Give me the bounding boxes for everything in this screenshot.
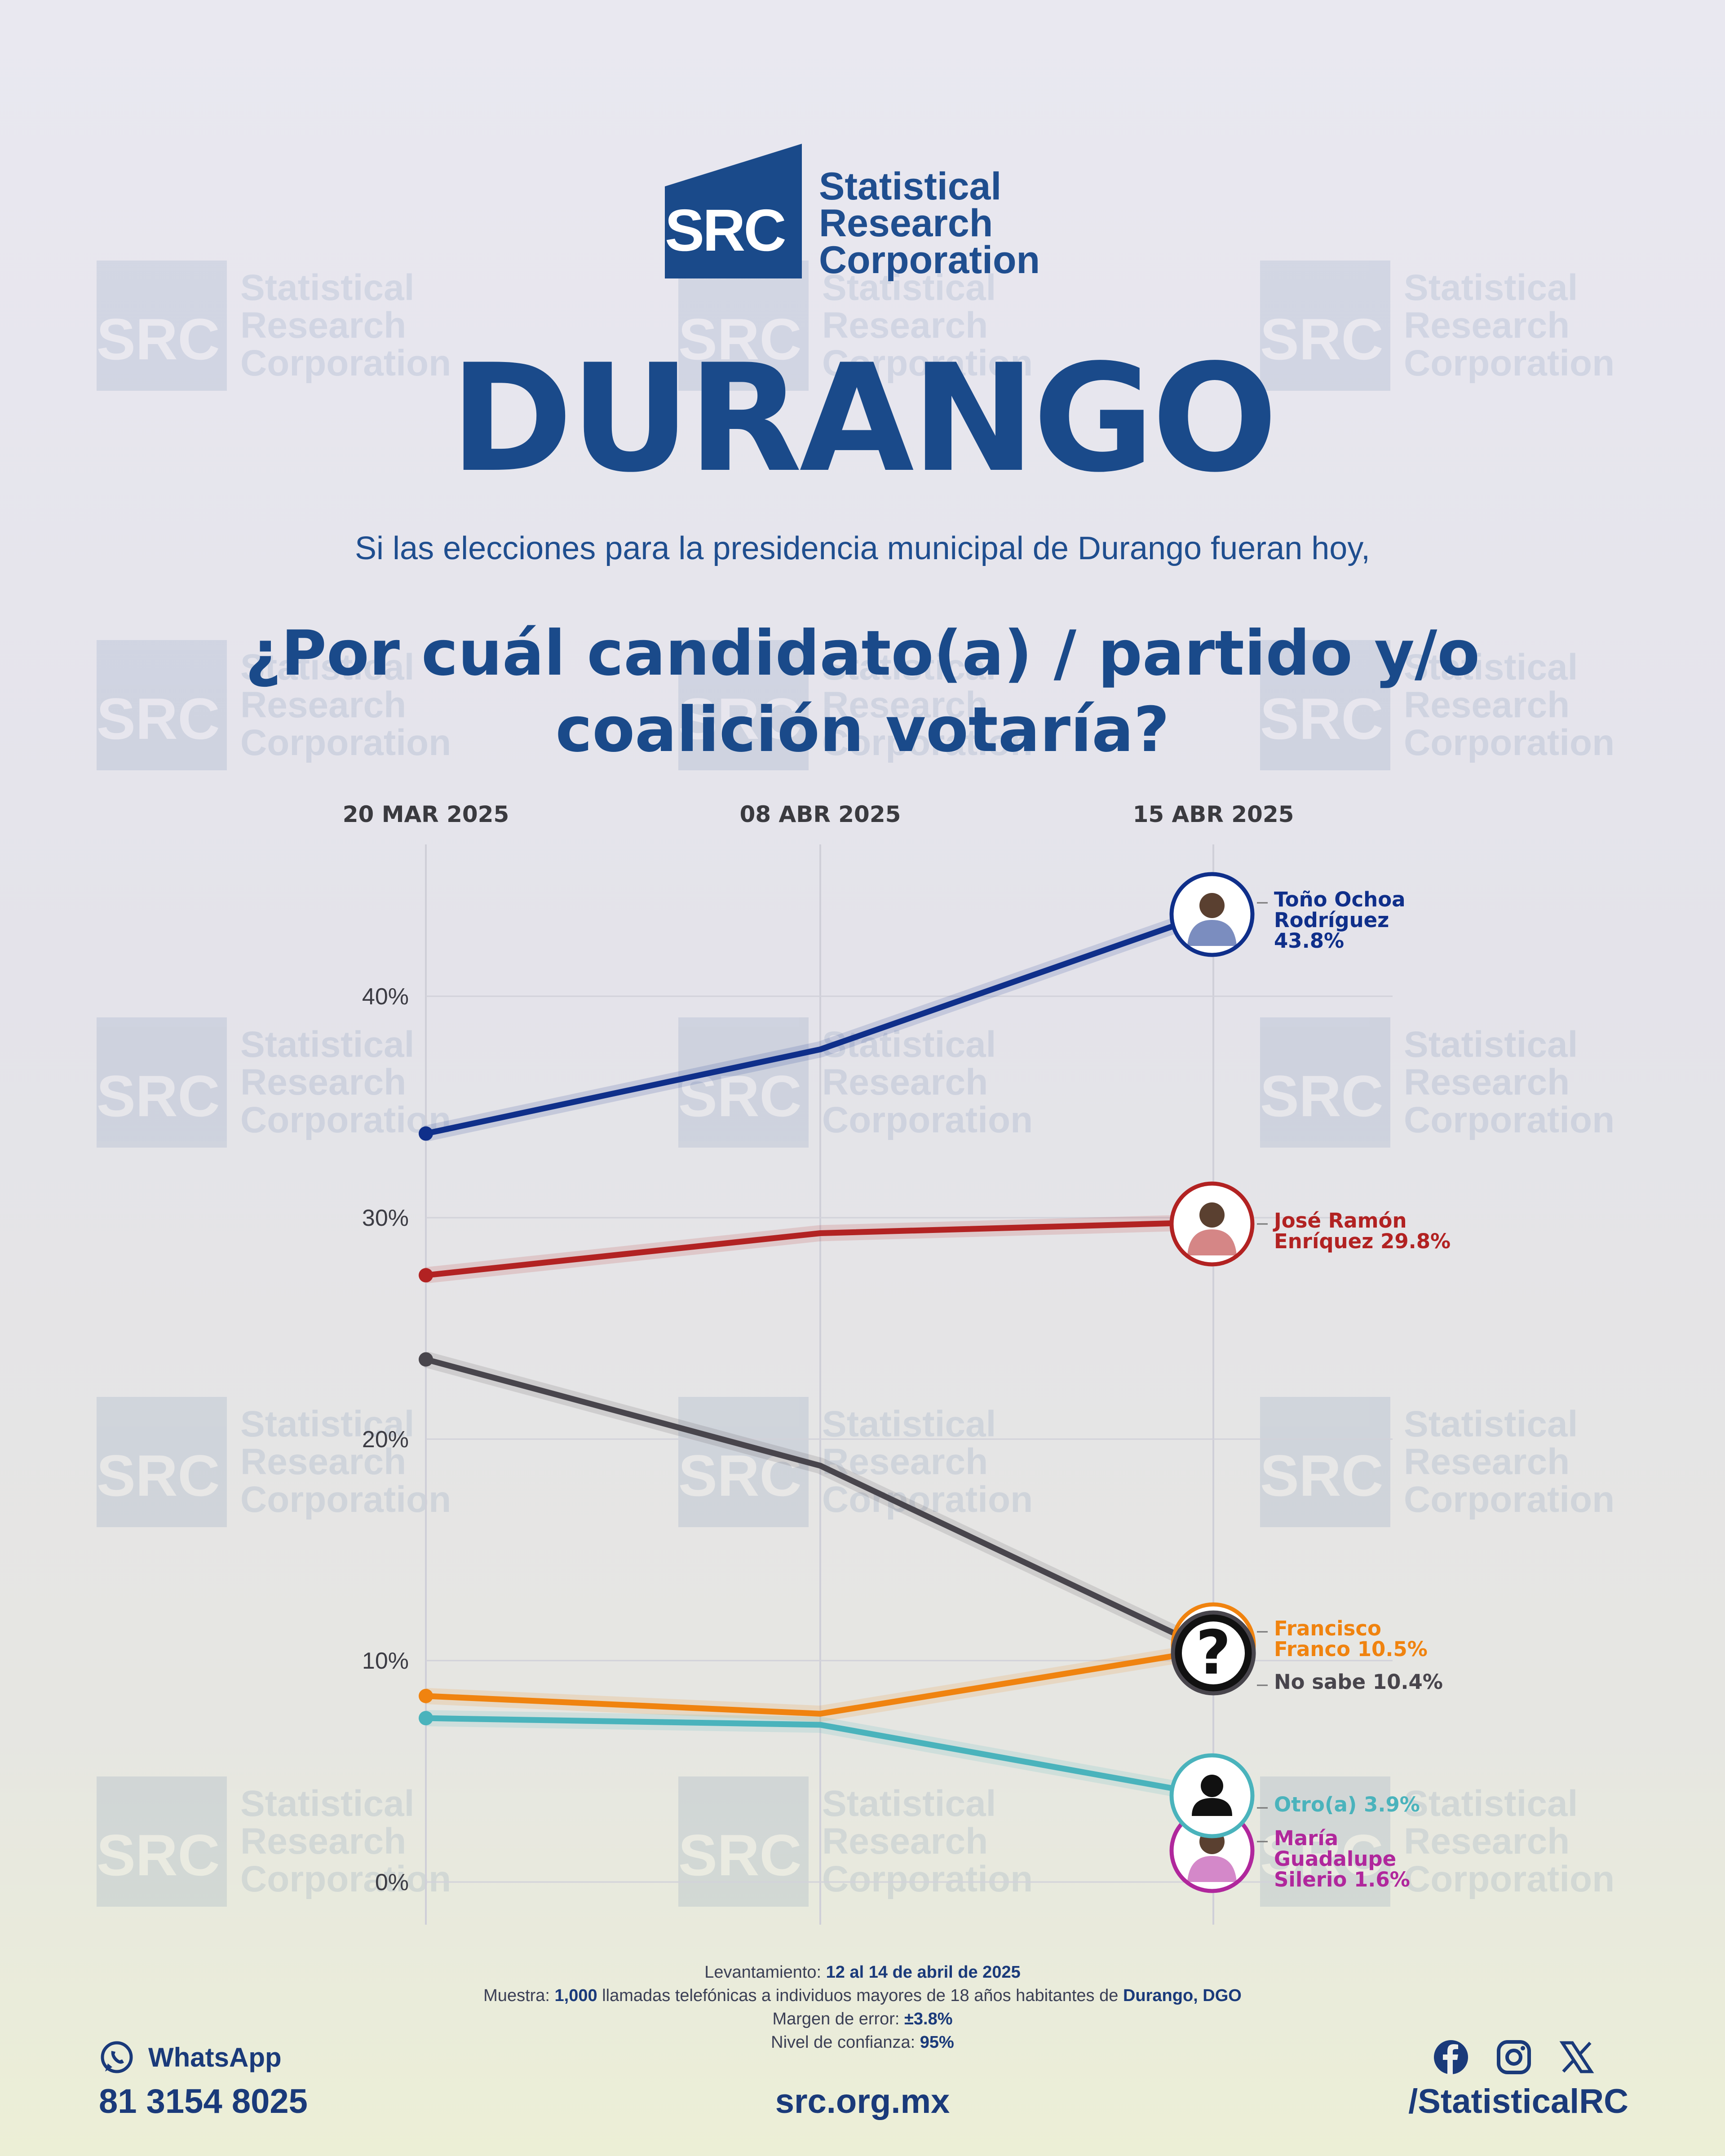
series-end-label: Toño Ochoa: [1274, 888, 1406, 911]
survey-question: ¿Por cuál candidato(a) / partido y/o coa…: [245, 617, 1480, 766]
series-end-label: Franco 10.5%: [1274, 1637, 1428, 1661]
survey-dates-line: Levantamiento: 12 al 14 de abril de 2025: [704, 1963, 1021, 1982]
series-end-label: 43.8%: [1274, 929, 1344, 953]
page-title: DURANGO: [450, 332, 1278, 505]
person-photo-icon: [1199, 893, 1225, 918]
whatsapp-icon: [101, 2041, 133, 2073]
watermark-logo: SRC Statistical Research Corporation: [678, 640, 1033, 770]
website-link[interactable]: src.org.mx: [775, 2082, 950, 2121]
y-tick-label: 10%: [362, 1648, 409, 1674]
person-photo-body: [1187, 920, 1237, 946]
series-end-label: Francisco: [1274, 1617, 1381, 1640]
instagram-icon[interactable]: [1496, 2039, 1532, 2075]
x-icon[interactable]: [1559, 2039, 1595, 2075]
facebook-icon[interactable]: [1433, 2039, 1469, 2075]
series-point: [419, 1268, 433, 1283]
series-end-label: José Ramón: [1273, 1209, 1407, 1233]
series-end-label: No sabe 10.4%: [1274, 1670, 1443, 1694]
question-mark-icon: [1182, 1621, 1245, 1684]
y-tick-label: 0%: [375, 1869, 409, 1895]
methodology-note: Levantamiento: 12 al 14 de abril de 2025…: [0, 1961, 1725, 2054]
watermark-logo: SRC Statistical Research Corporation: [1260, 640, 1614, 770]
whatsapp-contact[interactable]: WhatsApp: [99, 2039, 282, 2075]
watermark-logo: SRC Statistical Research Corporation: [97, 1017, 451, 1148]
logo-mark-text: SRC: [665, 197, 787, 263]
series-point: [419, 1688, 433, 1703]
watermark-logo: SRC Statistical Research Corporation: [1260, 261, 1614, 391]
watermark-logo: SRC Statistical Research Corporation: [97, 1397, 451, 1527]
brand-logo: SRC Statistical Research Corporation: [665, 144, 1040, 282]
person-photo-body: [1187, 1856, 1237, 1882]
series-line: [423, 1646, 1216, 1717]
person-silhouette-body: [1192, 1798, 1232, 1816]
watermark-logo: SRC Statistical Research Corporation: [678, 1397, 1033, 1527]
social-icons: [1433, 2039, 1595, 2075]
logo-wordmark: Statistical Research Corporation: [819, 165, 1040, 282]
whatsapp-label: WhatsApp: [148, 2042, 282, 2072]
logo-mark: SRC: [665, 144, 802, 278]
y-tick-label: 20%: [362, 1427, 409, 1453]
confidence-line: Nivel de confianza: 95%: [771, 2033, 954, 2052]
page-subtitle: Si las elecciones para la presidencia mu…: [355, 530, 1370, 566]
series-end-label: María: [1274, 1826, 1338, 1850]
logo-word-1: Statistical: [819, 165, 1002, 208]
watermark-logo: SRC Statistical Research Corporation: [678, 261, 1033, 391]
series-line: [423, 1715, 1216, 1799]
series-point: [419, 1352, 433, 1367]
series-line: [423, 1356, 1216, 1655]
series-end-label: Enríquez 29.8%: [1274, 1229, 1451, 1253]
person-silhouette-icon: [1201, 1775, 1223, 1797]
series-end-label: Guadalupe: [1274, 1847, 1396, 1871]
question-mark-glyph: ?: [1196, 1617, 1231, 1688]
series-end-label: Rodríguez: [1274, 908, 1389, 932]
watermark-logo: SRC Statistical Research Corporation: [1260, 1397, 1614, 1527]
watermark-logo: SRC Statistical Research Corporation: [1260, 1017, 1614, 1148]
person-photo-body: [1187, 1229, 1237, 1255]
series-end-label: Otro(a) 3.9%: [1274, 1793, 1420, 1816]
x-tick-label: 15 ABR 2025: [1133, 801, 1294, 827]
phone-number[interactable]: 81 3154 8025: [99, 2082, 308, 2121]
logo-word-2: Research: [819, 202, 993, 245]
series-line: [423, 1219, 1216, 1278]
watermark-logo: SRC Statistical Research Corporation: [97, 640, 451, 770]
series-point: [419, 1126, 433, 1141]
watermark-logo: SRC Statistical Research Corporation: [1260, 1776, 1614, 1907]
watermark-logo: SRC Statistical Research Corporation: [97, 261, 451, 391]
person-photo-icon: [1199, 1202, 1225, 1228]
x-tick-label: 20 MAR 2025: [343, 801, 509, 827]
series-point: [419, 1711, 433, 1726]
watermark-logo: SRC Statistical Research Corporation: [678, 1776, 1033, 1907]
series-line: [423, 909, 1216, 1137]
logo-word-3: Corporation: [819, 239, 1040, 282]
y-tick-label: 40%: [362, 984, 409, 1010]
social-handle[interactable]: /StatisticalRC: [1408, 2082, 1628, 2121]
sample-line: Muestra: 1,000 llamadas telefónicas a in…: [483, 1986, 1242, 2005]
margin-line: Margen de error: ±3.8%: [772, 2010, 953, 2028]
series-end-label: Silerio 1.6%: [1274, 1868, 1410, 1891]
y-tick-label: 30%: [362, 1205, 409, 1231]
x-tick-label: 08 ABR 2025: [740, 801, 901, 827]
watermark-logo: SRC Statistical Research Corporation: [97, 1776, 451, 1907]
